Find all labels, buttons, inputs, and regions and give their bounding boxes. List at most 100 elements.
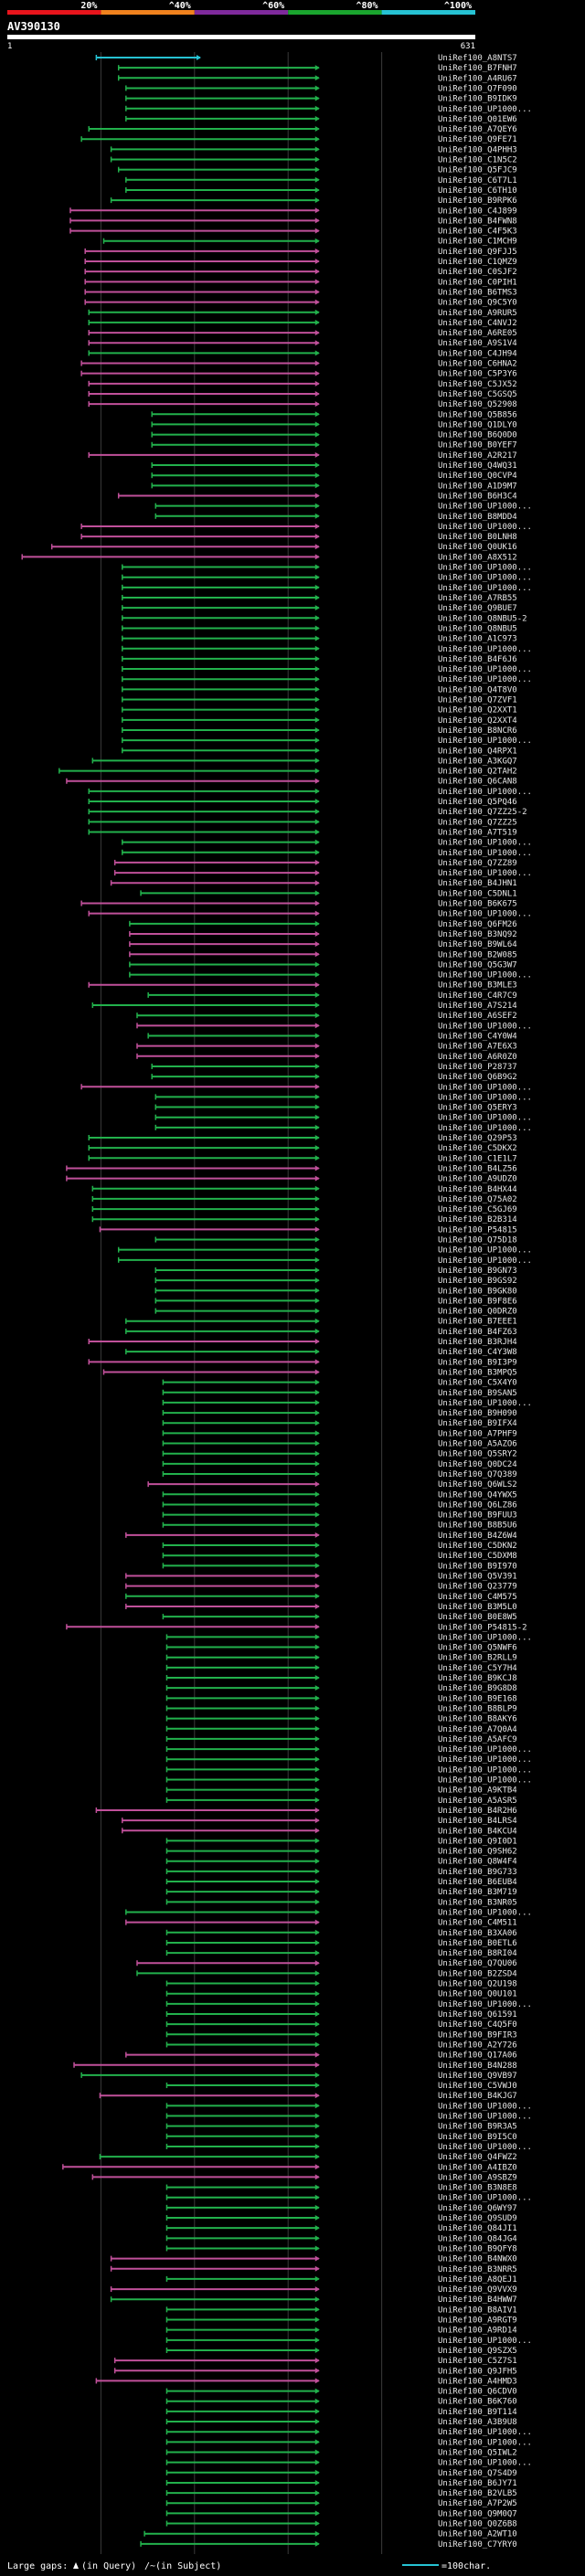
hit-label[interactable]: UniRef100_UP1000... (438, 2459, 532, 2468)
hit-label[interactable]: UniRef100_UP1000... (438, 910, 532, 919)
hit-label[interactable]: UniRef100_UP1000... (438, 1765, 532, 1775)
hit-bar[interactable] (165, 2133, 320, 2139)
hit-label[interactable]: UniRef100_A4IBZ0 (438, 2163, 517, 2172)
hit-bar[interactable] (122, 655, 320, 662)
hit-bar[interactable] (80, 360, 320, 366)
hit-bar[interactable] (80, 2072, 320, 2078)
hit-label[interactable]: UniRef100_B3XA06 (438, 1929, 517, 1938)
hit-label[interactable]: UniRef100_Q4RPX1 (438, 747, 517, 756)
hit-bar[interactable] (88, 451, 320, 458)
hit-label[interactable]: UniRef100_A9S1V4 (438, 339, 517, 348)
hit-bar[interactable] (154, 1114, 320, 1120)
hit-label[interactable]: UniRef100_A1D9M7 (438, 482, 517, 491)
hit-label[interactable]: UniRef100_A7S214 (438, 1002, 517, 1011)
hit-bar[interactable] (73, 2062, 320, 2068)
hit-label[interactable]: UniRef100_Q0U101 (438, 1990, 517, 1999)
hit-bar[interactable] (165, 1786, 320, 1793)
hit-bar[interactable] (66, 1175, 320, 1182)
hit-label[interactable]: UniRef100_Q84JG4 (438, 2234, 517, 2243)
hit-bar[interactable] (165, 1756, 320, 1763)
hit-bar[interactable] (110, 156, 320, 163)
hit-bar[interactable] (154, 1104, 320, 1110)
hit-label[interactable]: UniRef100_B2ZSD4 (438, 1969, 517, 1978)
hit-label[interactable]: UniRef100_Q9VB97 (438, 2072, 517, 2081)
hit-label[interactable]: UniRef100_B6H3C4 (438, 492, 517, 501)
hit-label[interactable]: UniRef100_Q9C5Y0 (438, 299, 517, 308)
hit-label[interactable]: UniRef100_C5GJ69 (438, 1205, 517, 1214)
hit-bar[interactable] (125, 1603, 320, 1609)
hit-label[interactable]: UniRef100_A7T519 (438, 828, 517, 837)
hit-label[interactable]: UniRef100_UP1000... (438, 2194, 532, 2203)
hit-label[interactable]: UniRef100_UP1000... (438, 1022, 532, 1031)
hit-label[interactable]: UniRef100_B9I5C0 (438, 2133, 517, 2142)
hit-label[interactable]: UniRef100_Q6CAN8 (438, 778, 517, 787)
hit-bar[interactable] (122, 635, 320, 641)
hit-bar[interactable] (165, 1675, 320, 1681)
hit-label[interactable]: UniRef100_Q5SRY2 (438, 1450, 517, 1459)
hit-label[interactable]: UniRef100_Q9M0Q7 (438, 2509, 517, 2518)
hit-label[interactable]: UniRef100_A9RUR5 (438, 309, 517, 318)
hit-label[interactable]: UniRef100_B6Q0D0 (438, 431, 517, 440)
hit-label[interactable]: UniRef100_UP1000... (438, 1755, 532, 1765)
hit-bar[interactable] (162, 1553, 320, 1559)
hit-bar[interactable] (165, 2225, 320, 2231)
hit-bar[interactable] (122, 605, 320, 611)
hit-label[interactable]: UniRef100_UP1000... (438, 645, 532, 654)
hit-bar[interactable] (84, 269, 320, 275)
hit-label[interactable]: UniRef100_UP1000... (438, 2428, 532, 2437)
hit-label[interactable]: UniRef100_Q2XXT1 (438, 706, 517, 716)
hit-bar[interactable] (147, 1033, 320, 1039)
hit-label[interactable]: UniRef100_B6EUB4 (438, 1878, 517, 1887)
hit-bar[interactable] (125, 1919, 320, 1925)
hit-bar[interactable] (113, 859, 320, 865)
hit-bar[interactable] (80, 136, 320, 143)
hit-label[interactable]: UniRef100_UP1000... (438, 1399, 532, 1408)
hit-label[interactable]: UniRef100_C5VWJ0 (438, 2082, 517, 2091)
hit-label[interactable]: UniRef100_B9SAN5 (438, 1389, 517, 1398)
hit-bar[interactable] (122, 726, 320, 733)
hit-label[interactable]: UniRef100_UP1000... (438, 584, 532, 593)
hit-label[interactable]: UniRef100_Q52908 (438, 400, 517, 409)
hit-label[interactable]: UniRef100_B4HX44 (438, 1185, 517, 1194)
hit-bar[interactable] (88, 788, 320, 794)
hit-bar[interactable] (110, 2265, 320, 2272)
hit-bar[interactable] (165, 2000, 320, 2007)
hit-bar[interactable] (129, 961, 320, 968)
hit-label[interactable]: UniRef100_B4Z6W4 (438, 1532, 517, 1541)
hit-bar[interactable] (165, 2510, 320, 2517)
hit-label[interactable]: UniRef100_Q5G3W7 (438, 960, 517, 970)
hit-label[interactable]: UniRef100_UP1000... (438, 1776, 532, 1786)
hit-bar[interactable] (88, 910, 320, 917)
hit-bar[interactable] (125, 85, 320, 91)
hit-bar[interactable] (147, 1481, 320, 1488)
hit-bar[interactable] (84, 299, 320, 305)
hit-label[interactable]: UniRef100_B4F6J6 (438, 655, 517, 664)
hit-label[interactable]: UniRef100_B9FUU3 (438, 1511, 517, 1521)
hit-bar[interactable] (162, 1389, 320, 1395)
hit-bar[interactable] (122, 574, 320, 580)
hit-label[interactable]: UniRef100_B2VLB5 (438, 2489, 517, 2498)
hit-label[interactable]: UniRef100_B7FNH7 (438, 64, 517, 73)
hit-bar[interactable] (151, 421, 320, 428)
hit-bar[interactable] (154, 1124, 320, 1130)
hit-label[interactable]: UniRef100_C4M511 (438, 1919, 517, 1928)
hit-label[interactable]: UniRef100_UP1000... (438, 564, 532, 573)
hit-label[interactable]: UniRef100_Q7ZZ25 (438, 818, 517, 827)
hit-label[interactable]: UniRef100_B4HWW7 (438, 2295, 517, 2305)
hit-label[interactable]: UniRef100_Q9JFH5 (438, 2367, 517, 2376)
hit-label[interactable]: UniRef100_Q7ZVF1 (438, 696, 517, 705)
hit-label[interactable]: UniRef100_Q7ZZ25-2 (438, 808, 527, 817)
hit-bar[interactable] (125, 105, 320, 111)
hit-bar[interactable] (50, 544, 320, 550)
hit-label[interactable]: UniRef100_B9KCJ8 (438, 1674, 517, 1683)
hit-bar[interactable] (165, 2215, 320, 2221)
hit-label[interactable]: UniRef100_B9GS92 (438, 1277, 517, 1286)
hit-label[interactable]: UniRef100_Q9BUE7 (438, 604, 517, 613)
hit-label[interactable]: UniRef100_Q0Z6B8 (438, 2520, 517, 2529)
hit-bar[interactable] (162, 1501, 320, 1508)
hit-bar[interactable] (154, 513, 320, 519)
hit-bar[interactable] (69, 207, 320, 214)
hit-label[interactable]: UniRef100_Q84JI1 (438, 2224, 517, 2233)
hit-label[interactable]: UniRef100_C5Z7S1 (438, 2357, 517, 2366)
hit-bar[interactable] (162, 1420, 320, 1426)
